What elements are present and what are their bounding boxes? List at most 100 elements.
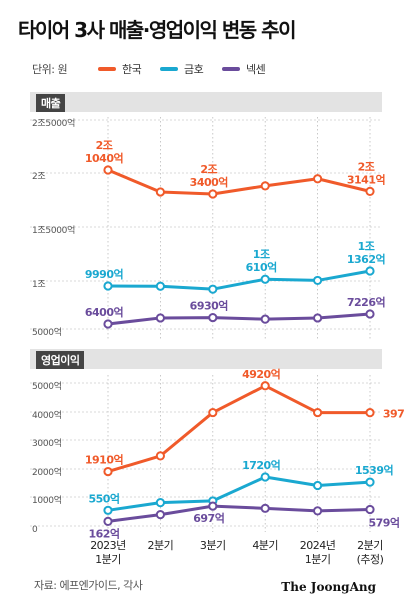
data-label: 1910억 <box>85 454 123 467</box>
data-label: 7226억 <box>347 296 385 309</box>
data-label: 1362억 <box>347 253 385 266</box>
data-point <box>260 314 270 324</box>
data-point <box>260 274 270 284</box>
data-point <box>365 186 375 196</box>
data-point <box>313 275 323 286</box>
data-point <box>313 174 323 184</box>
y-tick-label: 2조 <box>32 172 45 182</box>
data-label: 550억 <box>88 492 119 505</box>
data-label: 3977억 <box>383 408 404 421</box>
data-point <box>103 516 113 526</box>
y-tick-label: 1조5000억 <box>32 224 75 236</box>
data-point <box>208 284 218 294</box>
data-label: 697억 <box>193 512 224 525</box>
data-point <box>260 503 270 513</box>
data-point <box>260 181 270 191</box>
data-point <box>365 477 375 487</box>
x-tick-label: 3분기 <box>200 539 226 552</box>
profit-band: 영업이익 <box>30 349 382 369</box>
data-point <box>155 281 165 291</box>
y-tick-label: 3000억 <box>32 437 62 449</box>
revenue-band: 매출 <box>30 92 382 112</box>
data-label: 3400억 <box>190 176 228 189</box>
data-point <box>313 407 323 418</box>
legend-nexen: 넥센 <box>222 61 266 77</box>
data-label: 2조 <box>96 139 113 152</box>
x-tick-label: 4분기 <box>252 539 278 552</box>
y-tick-label: 0 <box>32 525 38 535</box>
legend-korea: 한국 <box>98 61 142 77</box>
chart-title: 타이어 3사 매출·영업이익 변동 추이 <box>18 18 296 42</box>
data-point <box>260 472 270 482</box>
data-point <box>103 281 113 291</box>
x-tick-label: (추정) <box>357 553 384 566</box>
data-label: 6400억 <box>85 306 123 319</box>
data-point <box>208 189 218 199</box>
y-tick-label: 2조5000억 <box>32 117 75 129</box>
data-point <box>365 266 375 276</box>
x-tick-label: 2분기 <box>357 539 383 552</box>
data-point <box>103 466 113 477</box>
series-line-korea <box>106 168 372 196</box>
legend-label: 금호 <box>184 63 204 76</box>
data-label: 2조 <box>200 163 217 176</box>
legend-swatch <box>160 67 178 71</box>
legend-label: 한국 <box>122 63 142 76</box>
data-point <box>365 504 375 515</box>
x-tick-label: 1분기 <box>305 553 331 566</box>
x-tick-label: 2분기 <box>148 539 174 552</box>
y-tick-label: 2000억 <box>32 466 62 478</box>
data-point <box>313 313 323 323</box>
legend-kumho: 금호 <box>160 61 204 77</box>
data-point <box>103 319 113 329</box>
data-point <box>155 313 165 323</box>
data-label: 1040억 <box>85 152 123 165</box>
y-tick-label: 1조 <box>32 280 45 290</box>
data-label: 1539억 <box>355 464 393 477</box>
data-point <box>260 381 270 391</box>
data-label: 1조 <box>253 248 270 261</box>
y-tick-label: 5000억 <box>32 326 62 338</box>
x-tick-label: 2024년 <box>300 539 336 552</box>
data-label: 162억 <box>88 527 119 540</box>
data-point <box>313 506 323 516</box>
data-point <box>313 480 323 491</box>
profit-title: 영업이익 <box>36 351 85 369</box>
data-label: 6930억 <box>190 300 228 313</box>
source-note: 자료: 에프엔가이드, 각사 <box>34 579 143 592</box>
data-label: 4920억 <box>242 368 280 381</box>
x-tick-label: 2023년 <box>90 539 126 552</box>
data-point <box>155 451 165 461</box>
data-point <box>208 407 218 418</box>
legend-swatch <box>98 67 116 71</box>
data-point <box>208 312 218 323</box>
unit-label: 단위: 원 <box>32 63 68 76</box>
data-point <box>103 505 113 515</box>
legend-swatch <box>222 67 240 71</box>
y-tick-label: 4000억 <box>32 409 62 421</box>
revenue-title: 매출 <box>36 94 66 112</box>
data-label: 2조 <box>358 160 375 173</box>
data-label: 610억 <box>246 261 277 274</box>
data-point <box>208 501 218 511</box>
y-tick-label: 5000억 <box>32 380 62 392</box>
data-label: 579억 <box>368 516 399 529</box>
series-line-kumho <box>106 475 372 512</box>
data-point <box>155 187 165 197</box>
series-line-kumho <box>106 269 372 291</box>
data-label: 3141억 <box>347 173 385 186</box>
legend-label: 넥센 <box>246 63 266 76</box>
x-tick-label: 1분기 <box>95 553 121 566</box>
brand-logo: The JoongAng <box>281 580 376 594</box>
series-line-nexen <box>106 312 372 326</box>
series-line-korea <box>106 384 372 474</box>
series-line-nexen <box>106 504 372 523</box>
data-label: 9990억 <box>85 268 123 281</box>
data-point <box>365 408 375 418</box>
y-tick-label: 1000억 <box>32 494 62 506</box>
data-label: 1720억 <box>242 459 280 472</box>
data-point <box>155 509 165 520</box>
data-point <box>365 309 375 319</box>
data-point <box>155 498 165 508</box>
